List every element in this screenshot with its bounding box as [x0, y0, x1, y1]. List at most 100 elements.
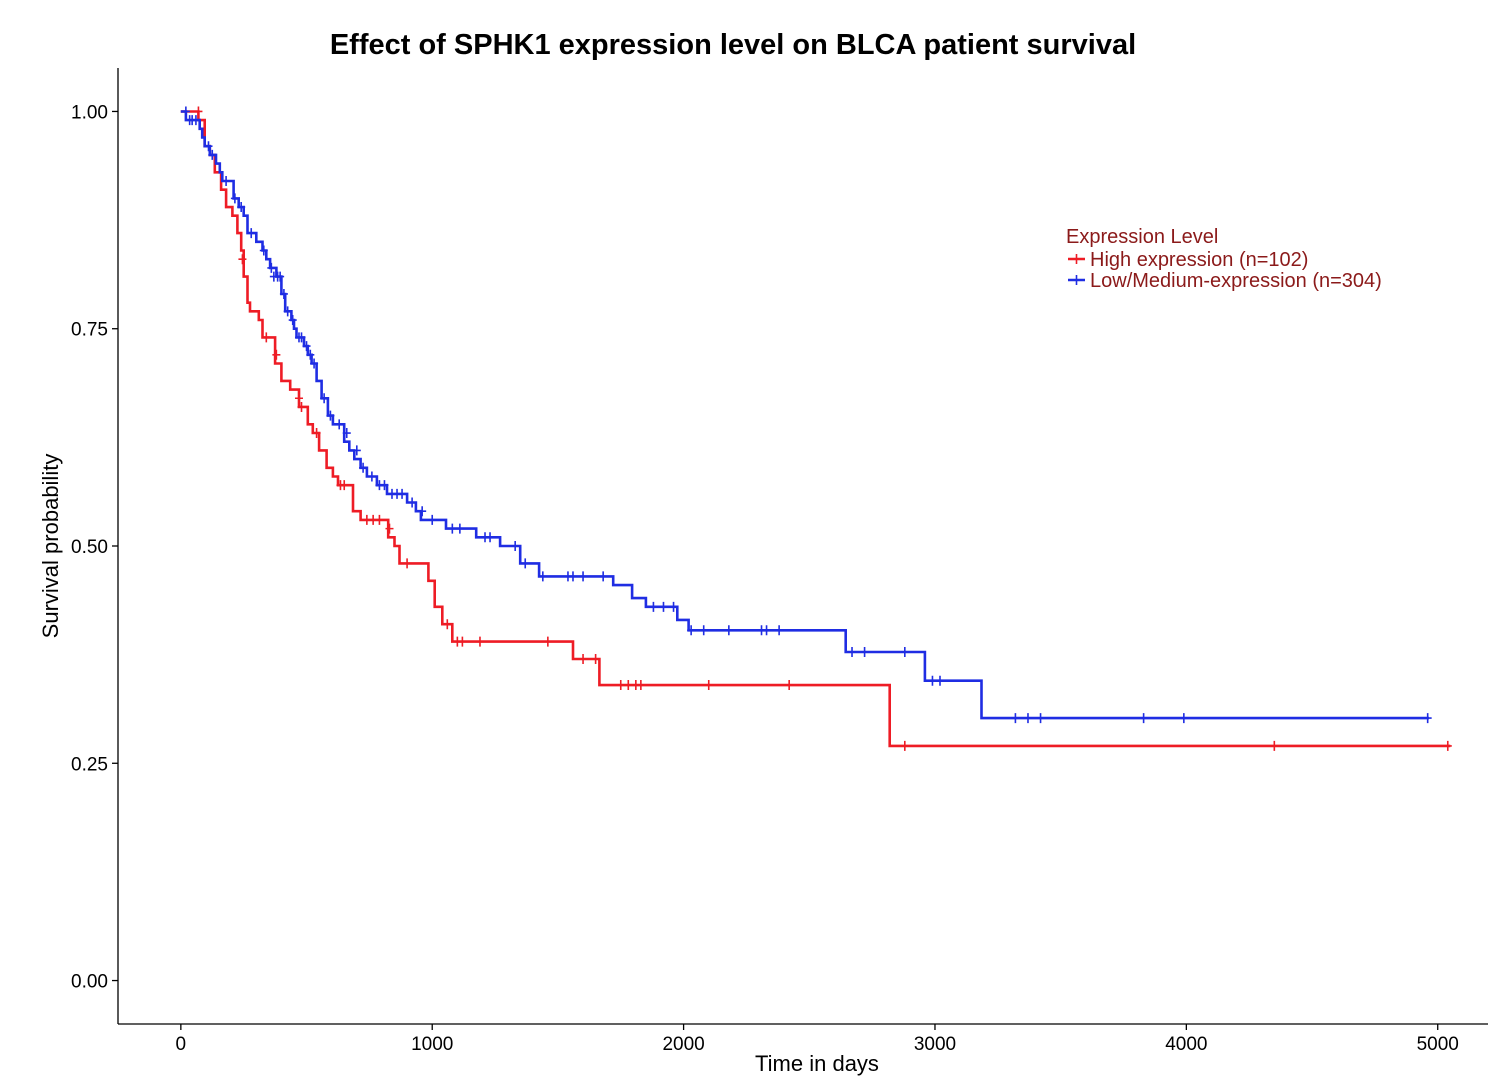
- censor-mark: [616, 680, 625, 691]
- censor-mark: [191, 115, 200, 126]
- censor-mark: [204, 141, 213, 152]
- censor-mark: [276, 271, 285, 282]
- censor-mark: [579, 571, 588, 582]
- censor-mark: [342, 428, 351, 439]
- high-expression-curve: [180, 110, 1451, 748]
- censor-mark: [320, 393, 329, 404]
- censor-mark: [262, 332, 271, 343]
- censor-mark: [669, 601, 678, 612]
- censor-mark: [704, 680, 713, 691]
- censor-mark: [900, 647, 909, 658]
- censor-mark: [398, 488, 407, 499]
- censor-mark: [352, 445, 361, 456]
- censor-mark: [624, 680, 633, 691]
- censor-mark: [928, 675, 937, 686]
- censor-mark: [458, 636, 467, 647]
- censor-mark: [208, 149, 217, 160]
- censor-mark: [475, 636, 484, 647]
- censor-mark: [297, 332, 306, 343]
- x-tick-label: 4000: [1165, 1034, 1207, 1055]
- low-medium-expression-curve: [180, 110, 1429, 720]
- x-tick-label: 1000: [411, 1034, 453, 1055]
- censor-mark: [486, 532, 495, 543]
- censor-mark: [1036, 713, 1045, 724]
- x-tick-label: 5000: [1417, 1034, 1459, 1055]
- censor-mark: [785, 680, 794, 691]
- censor-mark: [340, 480, 349, 491]
- censor-mark: [455, 523, 464, 534]
- censor-mark: [443, 619, 452, 630]
- axes: 0.00 0.25 0.50 0.75 1.00 0 1000 2000 3000 4000 500…: [71, 68, 1488, 1055]
- censor-mark: [312, 428, 321, 439]
- censor-mark: [579, 653, 588, 664]
- y-tick-label: 0.00: [71, 972, 108, 993]
- censor-mark: [302, 341, 311, 352]
- censor-mark: [762, 625, 771, 636]
- censor-mark: [659, 601, 668, 612]
- censor-mark: [230, 193, 239, 204]
- censor-mark: [636, 680, 645, 691]
- censor-mark: [306, 349, 315, 360]
- censor-mark: [699, 625, 708, 636]
- censor-mark: [860, 647, 869, 658]
- x-tick-label: 2000: [662, 1034, 704, 1055]
- y-tick-label: 0.50: [71, 537, 108, 558]
- survival-curves: [180, 106, 1452, 751]
- censor-mark: [848, 647, 857, 658]
- censor-mark: [1179, 713, 1188, 724]
- censor-mark: [375, 514, 384, 525]
- censor-mark: [599, 571, 608, 582]
- censor-mark: [687, 625, 696, 636]
- censor-mark: [181, 106, 190, 117]
- censor-mark: [297, 401, 306, 412]
- censor-mark: [1423, 713, 1432, 724]
- censor-mark: [511, 541, 520, 551]
- censor-mark: [385, 523, 394, 534]
- legend-label: High expression (n=102): [1090, 249, 1308, 271]
- censor-mark: [936, 675, 944, 686]
- censor-mark: [900, 740, 909, 751]
- x-tick-label: 0: [176, 1034, 187, 1055]
- legend-label: Low/Medium-expression (n=304): [1090, 270, 1382, 292]
- censor-mark: [380, 480, 389, 491]
- censor-mark: [428, 514, 437, 525]
- censor-mark: [418, 506, 427, 517]
- censor-mark: [294, 393, 303, 404]
- censor-mark: [359, 462, 368, 473]
- censor-mark: [1011, 713, 1020, 724]
- censor-mark: [568, 571, 577, 582]
- censor-mark: [326, 410, 335, 421]
- y-tick-label: 1.00: [71, 102, 108, 123]
- censor-mark: [259, 245, 268, 256]
- censor-mark: [403, 558, 412, 569]
- x-axis-title: Time in days: [755, 1051, 879, 1076]
- censor-mark: [367, 471, 376, 482]
- censor-mark: [724, 625, 733, 636]
- censor-mark: [1443, 740, 1452, 751]
- censor-mark: [408, 497, 417, 508]
- censor-mark: [538, 571, 547, 582]
- censor-mark: [1139, 713, 1148, 724]
- censor-mark: [1270, 740, 1279, 751]
- y-tick-label: 0.75: [71, 320, 108, 341]
- censor-mark: [775, 625, 784, 636]
- censor-mark: [1023, 713, 1032, 724]
- y-axis-title: Survival probability: [38, 454, 63, 639]
- censor-mark: [543, 636, 552, 647]
- censor-mark: [310, 358, 319, 369]
- censor-mark: [279, 288, 288, 299]
- censor-mark: [448, 523, 457, 534]
- censor-mark: [288, 315, 297, 326]
- y-tick-label: 0.25: [71, 754, 108, 775]
- censor-mark: [194, 106, 203, 117]
- censor-mark: [591, 653, 600, 664]
- x-tick-label: 3000: [914, 1034, 956, 1055]
- censor-mark: [267, 262, 276, 273]
- censor-mark: [247, 228, 256, 239]
- censor-mark: [283, 306, 292, 317]
- censor-mark: [238, 254, 247, 265]
- censor-mark: [335, 419, 344, 430]
- censor-mark: [521, 558, 530, 569]
